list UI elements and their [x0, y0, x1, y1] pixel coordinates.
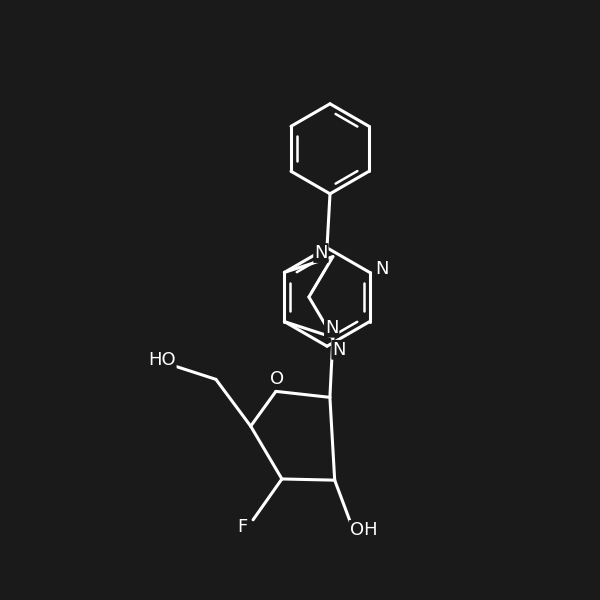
Text: N: N: [314, 244, 328, 262]
Text: O: O: [270, 370, 284, 388]
Text: N: N: [375, 260, 388, 278]
Text: HO: HO: [148, 351, 176, 369]
Text: OH: OH: [350, 521, 377, 539]
Text: N: N: [332, 341, 346, 359]
Text: N: N: [325, 319, 338, 337]
Text: F: F: [237, 518, 247, 536]
